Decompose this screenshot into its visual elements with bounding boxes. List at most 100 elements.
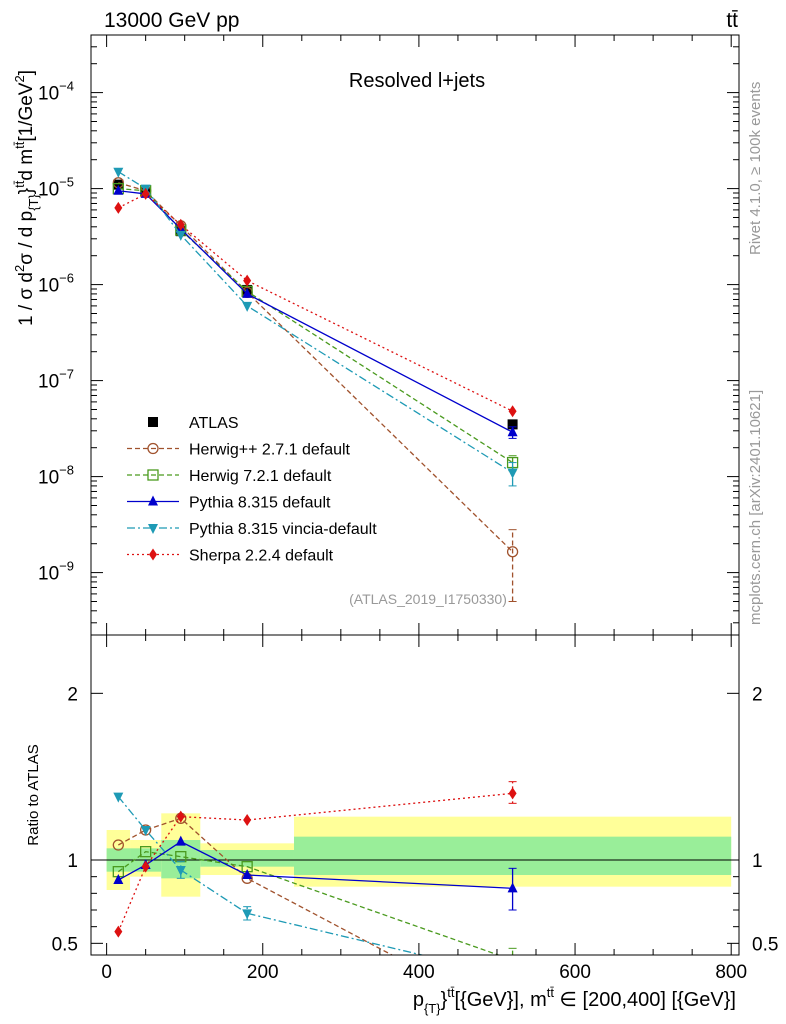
data-point — [114, 201, 123, 214]
series-vincia — [113, 167, 518, 487]
legend: ATLAS Herwig++ 2.7.1 default Herwig 7.2.1 … — [127, 415, 377, 565]
series-herwig7 — [112, 182, 519, 472]
y-tick-label: 10−6 — [38, 271, 74, 297]
data-point — [175, 230, 186, 241]
y-tick-label: 10−9 — [38, 559, 74, 585]
y-tick-label: 10−8 — [38, 463, 74, 489]
ratio-y-tick-label-right: 2 — [752, 684, 763, 705]
ratio-y-tick-label-right: 1 — [752, 851, 763, 872]
ratio-y-axis-label: Ratio to ATLAS — [25, 744, 42, 845]
legend-label: ATLAS — [189, 415, 239, 432]
main-panel: 10−9 10−8 10−7 10−6 10−5 10−4 Resolved l+jets… — [12, 34, 740, 636]
ratio-y-tick-label-right: 0.5 — [752, 934, 778, 955]
main-marks — [112, 167, 519, 602]
ratio-y-tick-label: 0.5 — [52, 934, 78, 955]
ratio-marks — [91, 781, 739, 955]
ratio-tick-labels: 0.5 0.5 1 1 2 2 0 200 400 600 800 — [52, 684, 779, 983]
x-tick-label: 400 — [403, 962, 435, 983]
x-axis-label-text: p{T}}tt̄[{GeV}], mtt̄ ∈ [200,400] [{GeV}… — [413, 985, 736, 1016]
collision-label: 13000 GeV pp — [104, 9, 239, 32]
main-ticks — [91, 35, 739, 635]
y-tick-exponent: −4 — [59, 79, 74, 94]
data-point — [242, 301, 253, 312]
y-tick-exponent: −7 — [59, 367, 74, 382]
series-line-vincia — [117, 171, 513, 474]
ratio-point — [242, 869, 253, 879]
data-point — [507, 426, 518, 437]
ratio-point — [113, 792, 124, 803]
legend-marker — [148, 417, 158, 427]
y-tick-exponent: −8 — [59, 463, 74, 478]
data-point — [141, 187, 150, 200]
mcplots-label: mcplots.cern.ch [arXiv:2401.10621] — [747, 390, 764, 625]
series-line-herwigpp — [118, 182, 514, 553]
ratio-frame — [90, 634, 740, 956]
process-label: tt̄ — [726, 9, 738, 32]
y-tick-exponent: −9 — [59, 559, 74, 574]
analysis-tag: (ATLAS_2019_I1750330) — [349, 591, 507, 607]
rivet-label: Rivet 4.1.0, ≥ 100k events — [747, 82, 764, 255]
data-point — [507, 468, 518, 479]
ratio-y-tick-label: 1 — [67, 851, 78, 872]
ratio-series-vincia — [113, 792, 425, 955]
ratio-point — [243, 814, 252, 826]
legend-item-atlas: ATLAS — [148, 415, 239, 432]
legend-item-vincia: Pythia 8.315 vincia-default — [127, 521, 377, 538]
ratio-point — [508, 787, 517, 800]
ratio-point — [242, 909, 253, 920]
x-tick-label: 600 — [559, 962, 591, 983]
ratio-ticks — [91, 635, 739, 955]
series-atlas — [113, 179, 518, 430]
series-line-sherpa — [118, 193, 513, 412]
x-tick-label: 800 — [715, 962, 747, 983]
x-axis-label: p{T}}tt̄[{GeV}], mtt̄ ∈ [200,400] [{GeV}… — [413, 985, 736, 1016]
data-point — [243, 274, 252, 287]
main-y-axis-label: 1 / σ d2σ / d p{T}}tt̄d mtt̄[1/GeV2] — [12, 70, 41, 326]
legend-marker — [148, 524, 158, 534]
legend-label: Pythia 8.315 default — [189, 495, 331, 512]
data-point — [113, 184, 124, 195]
ratio-panel: 0.5 0.5 1 1 2 2 0 200 400 600 800 Ratio to ATLAS p… — [25, 634, 779, 1016]
ratio-point — [140, 846, 152, 858]
main-frame — [90, 34, 740, 636]
ratio-point — [141, 860, 150, 873]
ratio-point — [114, 925, 123, 938]
series-pythia — [113, 184, 518, 439]
x-tick-label: 0 — [101, 962, 112, 983]
ratio-point — [140, 826, 151, 836]
legend-marker — [147, 469, 159, 481]
legend-marker — [149, 548, 157, 561]
data-point — [507, 419, 518, 430]
data-point — [113, 167, 124, 178]
data-point — [508, 405, 517, 418]
legend-item-herwigpp: Herwig++ 2.7.1 default — [127, 442, 351, 459]
legend-item-herwig7: Herwig 7.2.1 default — [127, 468, 332, 485]
legend-item-pythia: Pythia 8.315 default — [127, 495, 331, 512]
legend-marker — [147, 442, 159, 455]
legend-marker — [148, 495, 158, 506]
ratio-point — [176, 810, 185, 823]
ratio-y-tick-label: 2 — [67, 684, 78, 705]
data-point — [176, 218, 185, 231]
ratio-series-pythia — [113, 835, 518, 911]
legend-label: Herwig 7.2.1 default — [189, 468, 332, 485]
legend-item-sherpa: Sherpa 2.2.4 default — [127, 548, 334, 565]
data-point — [506, 546, 519, 558]
y-axis-label-text: 1 / σ d2σ / d p{T}}tt̄d mtt̄[1/GeV2] — [12, 70, 41, 326]
ratio-point — [507, 882, 518, 893]
y-tick-label: 10−4 — [38, 79, 74, 105]
main-y-tick-labels: 10−9 10−8 10−7 10−6 10−5 10−4 — [38, 79, 74, 585]
plot-title: Resolved l+jets — [349, 70, 485, 92]
series-sherpa — [114, 187, 517, 418]
ratio-point — [112, 839, 124, 851]
data-point — [113, 179, 124, 190]
ratio-point — [175, 835, 186, 846]
legend-label: Pythia 8.315 vincia-default — [189, 521, 377, 538]
legend-label: Sherpa 2.2.4 default — [189, 548, 334, 565]
y-tick-exponent: −5 — [59, 175, 74, 190]
ratio-point — [113, 874, 124, 884]
legend-label: Herwig++ 2.7.1 default — [189, 442, 351, 459]
x-tick-label: 200 — [247, 962, 279, 983]
ratio-point — [175, 866, 186, 876]
